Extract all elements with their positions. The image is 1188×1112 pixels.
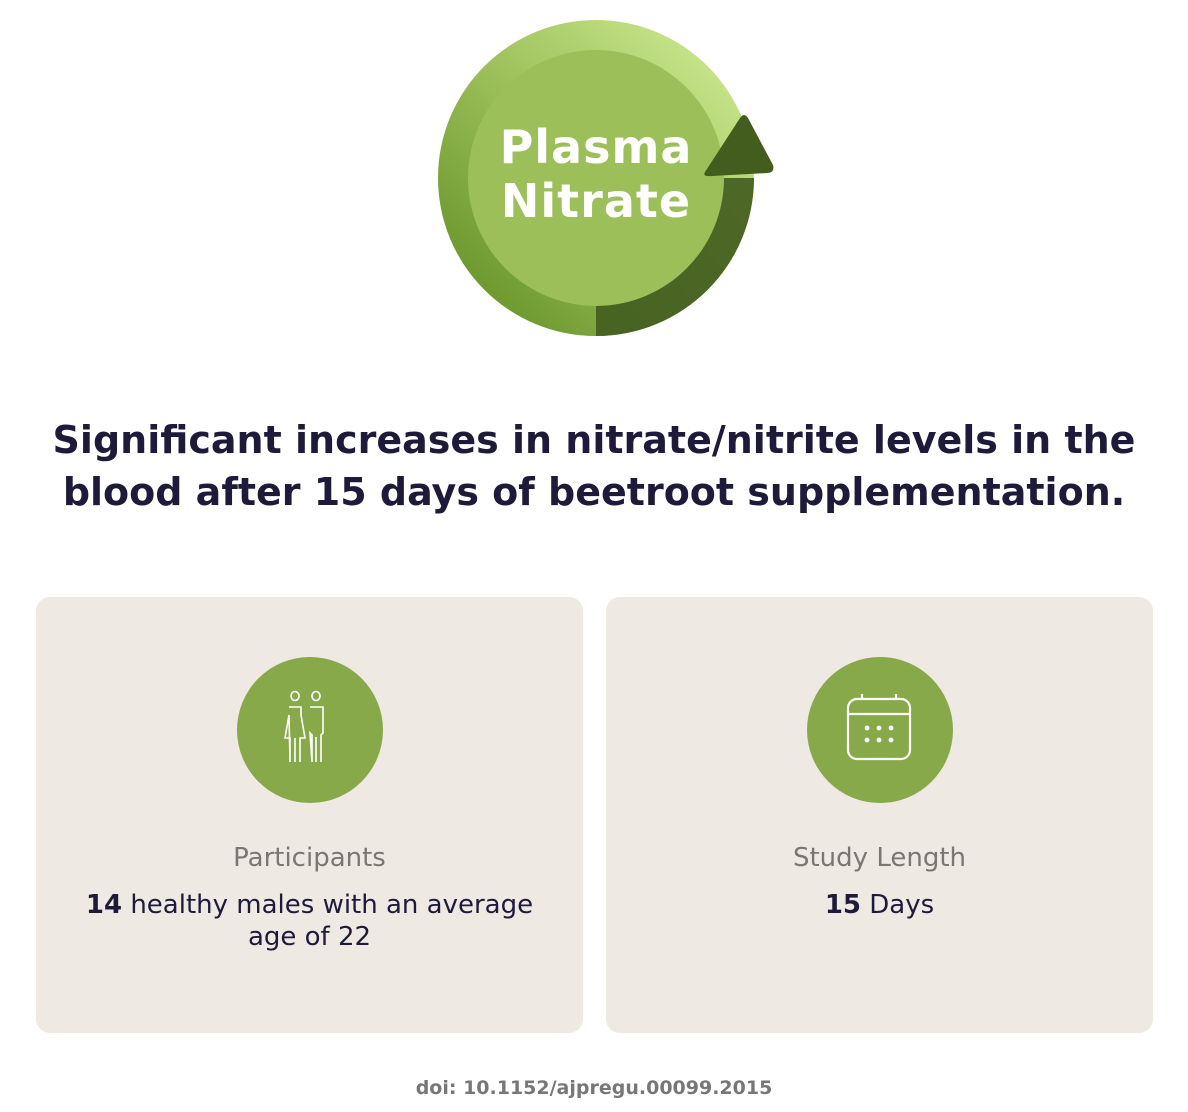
participants-value: 14 healthy males with an average age of … xyxy=(66,889,553,953)
study-length-value: 15 Days xyxy=(636,889,1123,921)
logo-line2: Nitrate xyxy=(500,174,692,228)
headline-line1: Significant increases in nitrate/nitrite… xyxy=(52,418,1136,462)
participants-label: Participants xyxy=(233,843,386,873)
logo-inner-disc xyxy=(468,50,724,306)
participants-description: healthy males with an average age of 22 xyxy=(122,890,534,952)
logo-arrow-head xyxy=(704,115,774,177)
logo-title: Plasma Nitrate xyxy=(438,120,754,228)
participants-card: Participants 14 healthy males with an av… xyxy=(36,597,583,1033)
study-length-unit: Days xyxy=(861,890,935,920)
logo-line1: Plasma xyxy=(499,120,693,174)
participants-count: 14 xyxy=(85,890,123,920)
study-length-label: Study Length xyxy=(792,843,966,873)
headline: Significant increases in nitrate/nitrite… xyxy=(0,414,1188,518)
study-length-number: 15 xyxy=(824,890,862,920)
doi-reference: doi: 10.1152/ajpregu.00099.2015 xyxy=(415,1077,773,1099)
plasma-nitrate-logo xyxy=(438,20,774,336)
people-icon xyxy=(237,657,383,803)
calendar-icon xyxy=(807,657,953,803)
study-length-card: Study Length 15 Days xyxy=(606,597,1153,1033)
headline-line2: blood after 15 days of beetroot suppleme… xyxy=(62,470,1126,514)
logo-arrow-arc xyxy=(596,178,754,336)
